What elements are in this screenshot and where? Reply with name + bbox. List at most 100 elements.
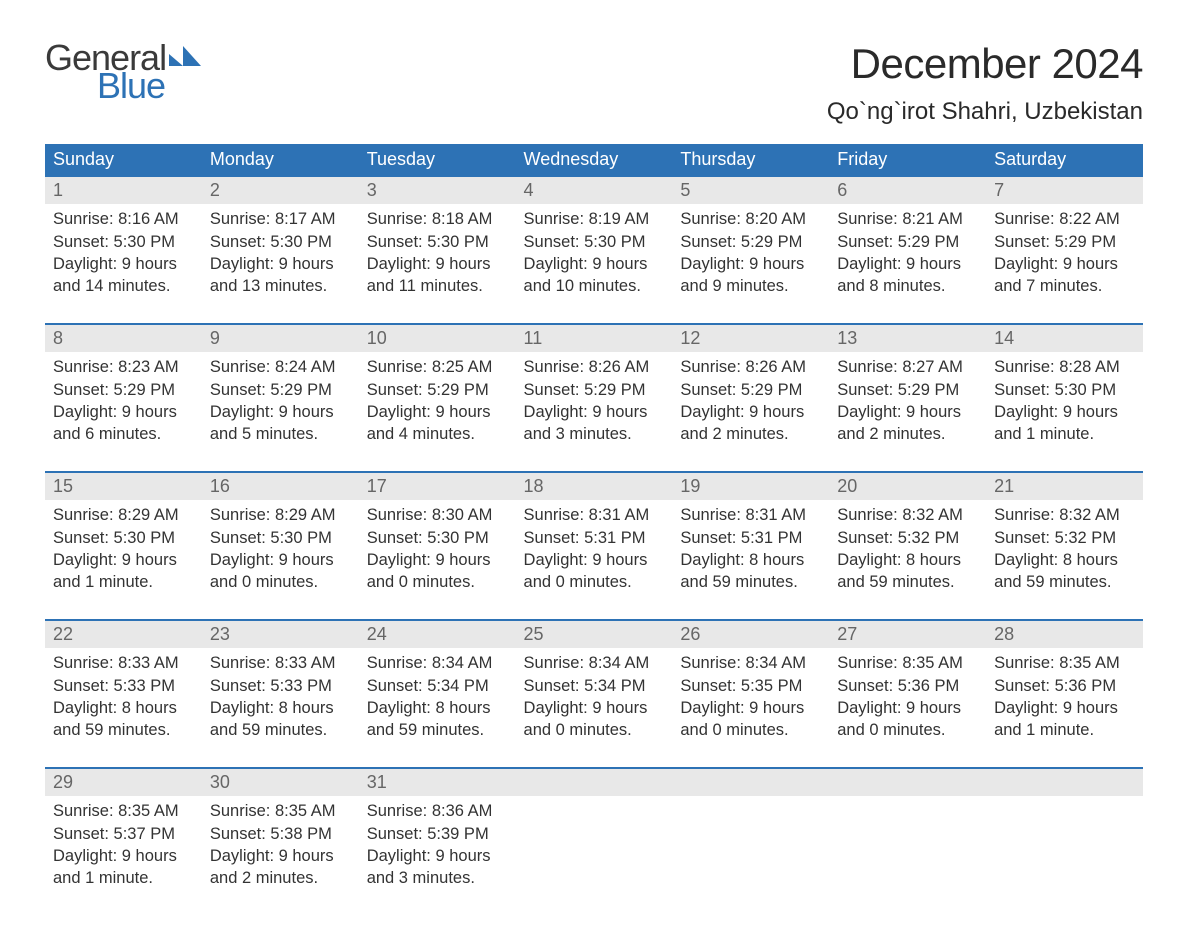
day-details: Sunrise: 8:34 AMSunset: 5:34 PMDaylight:… — [359, 648, 516, 747]
sunset-value: 5:36 PM — [1055, 677, 1116, 695]
day-number: 22 — [45, 621, 202, 648]
daylight-label: Daylight: — [837, 403, 906, 421]
sunrise-label: Sunrise: — [367, 210, 432, 228]
sunset-label: Sunset: — [367, 233, 428, 251]
day-details: Sunrise: 8:18 AMSunset: 5:30 PMDaylight:… — [359, 204, 516, 303]
day-details: Sunrise: 8:22 AMSunset: 5:29 PMDaylight:… — [986, 204, 1143, 303]
calendar-day-cell: 17Sunrise: 8:30 AMSunset: 5:30 PMDayligh… — [359, 471, 516, 619]
day-number: 14 — [986, 325, 1143, 352]
page-title: December 2024 — [827, 40, 1143, 88]
weekday-header: Thursday — [672, 144, 829, 175]
sunrise-label: Sunrise: — [210, 358, 275, 376]
sunrise-value: 8:35 AM — [1059, 654, 1120, 672]
sunset-value: 5:39 PM — [427, 825, 488, 843]
sunrise-value: 8:33 AM — [118, 654, 179, 672]
sunset-value: 5:31 PM — [584, 529, 645, 547]
weekday-header: Saturday — [986, 144, 1143, 175]
day-number: 31 — [359, 769, 516, 796]
sunrise-value: 8:26 AM — [589, 358, 650, 376]
calendar-day-cell: 5Sunrise: 8:20 AMSunset: 5:29 PMDaylight… — [672, 175, 829, 323]
day-number: 2 — [202, 177, 359, 204]
day-details: Sunrise: 8:35 AMSunset: 5:36 PMDaylight:… — [829, 648, 986, 747]
sunset-value: 5:31 PM — [741, 529, 802, 547]
sunrise-label: Sunrise: — [210, 802, 275, 820]
sunset-label: Sunset: — [837, 381, 898, 399]
sunset-value: 5:32 PM — [1055, 529, 1116, 547]
calendar-day-cell — [516, 767, 673, 915]
daylight-label: Daylight: — [367, 847, 436, 865]
daylight-label: Daylight: — [53, 699, 122, 717]
logo-mark-icon — [169, 46, 201, 70]
day-details: Sunrise: 8:28 AMSunset: 5:30 PMDaylight:… — [986, 352, 1143, 451]
sunrise-value: 8:34 AM — [746, 654, 807, 672]
calendar-day-cell: 18Sunrise: 8:31 AMSunset: 5:31 PMDayligh… — [516, 471, 673, 619]
calendar-day-cell: 31Sunrise: 8:36 AMSunset: 5:39 PMDayligh… — [359, 767, 516, 915]
sunrise-label: Sunrise: — [210, 654, 275, 672]
sunrise-label: Sunrise: — [367, 506, 432, 524]
sunset-value: 5:30 PM — [114, 529, 175, 547]
calendar-day-cell: 7Sunrise: 8:22 AMSunset: 5:29 PMDaylight… — [986, 175, 1143, 323]
day-details: Sunrise: 8:16 AMSunset: 5:30 PMDaylight:… — [45, 204, 202, 303]
sunrise-value: 8:30 AM — [432, 506, 493, 524]
sunset-label: Sunset: — [837, 233, 898, 251]
sunrise-value: 8:33 AM — [275, 654, 336, 672]
calendar-day-cell: 11Sunrise: 8:26 AMSunset: 5:29 PMDayligh… — [516, 323, 673, 471]
calendar-day-cell: 8Sunrise: 8:23 AMSunset: 5:29 PMDaylight… — [45, 323, 202, 471]
sunrise-value: 8:35 AM — [275, 802, 336, 820]
sunrise-value: 8:31 AM — [589, 506, 650, 524]
calendar-day-cell: 13Sunrise: 8:27 AMSunset: 5:29 PMDayligh… — [829, 323, 986, 471]
sunset-label: Sunset: — [367, 825, 428, 843]
calendar-week-row: 29Sunrise: 8:35 AMSunset: 5:37 PMDayligh… — [45, 767, 1143, 915]
day-number: 25 — [516, 621, 673, 648]
sunrise-label: Sunrise: — [210, 506, 275, 524]
sunset-value: 5:29 PM — [1055, 233, 1116, 251]
daylight-label: Daylight: — [994, 699, 1063, 717]
day-number: 17 — [359, 473, 516, 500]
day-number: 11 — [516, 325, 673, 352]
sunset-label: Sunset: — [524, 677, 585, 695]
day-details: Sunrise: 8:21 AMSunset: 5:29 PMDaylight:… — [829, 204, 986, 303]
calendar-day-cell — [829, 767, 986, 915]
daylight-label: Daylight: — [994, 403, 1063, 421]
day-details: Sunrise: 8:34 AMSunset: 5:35 PMDaylight:… — [672, 648, 829, 747]
day-details: Sunrise: 8:32 AMSunset: 5:32 PMDaylight:… — [986, 500, 1143, 599]
day-details: Sunrise: 8:29 AMSunset: 5:30 PMDaylight:… — [202, 500, 359, 599]
sunset-label: Sunset: — [210, 529, 271, 547]
sunset-label: Sunset: — [680, 529, 741, 547]
daylight-label: Daylight: — [837, 699, 906, 717]
sunset-label: Sunset: — [53, 233, 114, 251]
sunset-label: Sunset: — [210, 381, 271, 399]
sunset-value: 5:34 PM — [427, 677, 488, 695]
day-number: 7 — [986, 177, 1143, 204]
calendar-day-cell: 21Sunrise: 8:32 AMSunset: 5:32 PMDayligh… — [986, 471, 1143, 619]
sunrise-value: 8:36 AM — [432, 802, 493, 820]
day-number: 28 — [986, 621, 1143, 648]
day-number: 6 — [829, 177, 986, 204]
sunrise-label: Sunrise: — [837, 506, 902, 524]
sunset-label: Sunset: — [994, 529, 1055, 547]
calendar-day-cell: 24Sunrise: 8:34 AMSunset: 5:34 PMDayligh… — [359, 619, 516, 767]
sunset-label: Sunset: — [210, 825, 271, 843]
daylight-label: Daylight: — [680, 551, 749, 569]
sunrise-value: 8:31 AM — [746, 506, 807, 524]
calendar-day-cell: 27Sunrise: 8:35 AMSunset: 5:36 PMDayligh… — [829, 619, 986, 767]
logo: General Blue — [45, 40, 201, 104]
sunrise-label: Sunrise: — [837, 358, 902, 376]
calendar-day-cell: 22Sunrise: 8:33 AMSunset: 5:33 PMDayligh… — [45, 619, 202, 767]
sunset-value: 5:29 PM — [741, 381, 802, 399]
sunset-value: 5:30 PM — [427, 233, 488, 251]
sunset-value: 5:37 PM — [114, 825, 175, 843]
sunrise-label: Sunrise: — [367, 358, 432, 376]
sunrise-label: Sunrise: — [994, 506, 1059, 524]
day-details: Sunrise: 8:33 AMSunset: 5:33 PMDaylight:… — [202, 648, 359, 747]
sunset-label: Sunset: — [837, 529, 898, 547]
sunset-label: Sunset: — [53, 825, 114, 843]
sunset-value: 5:30 PM — [1055, 381, 1116, 399]
sunrise-label: Sunrise: — [524, 654, 589, 672]
calendar-day-cell: 29Sunrise: 8:35 AMSunset: 5:37 PMDayligh… — [45, 767, 202, 915]
calendar-day-cell: 12Sunrise: 8:26 AMSunset: 5:29 PMDayligh… — [672, 323, 829, 471]
sunset-label: Sunset: — [680, 677, 741, 695]
calendar-week-row: 8Sunrise: 8:23 AMSunset: 5:29 PMDaylight… — [45, 323, 1143, 471]
page-subtitle: Qo`ng`irot Shahri, Uzbekistan — [827, 98, 1143, 126]
day-number: 1 — [45, 177, 202, 204]
